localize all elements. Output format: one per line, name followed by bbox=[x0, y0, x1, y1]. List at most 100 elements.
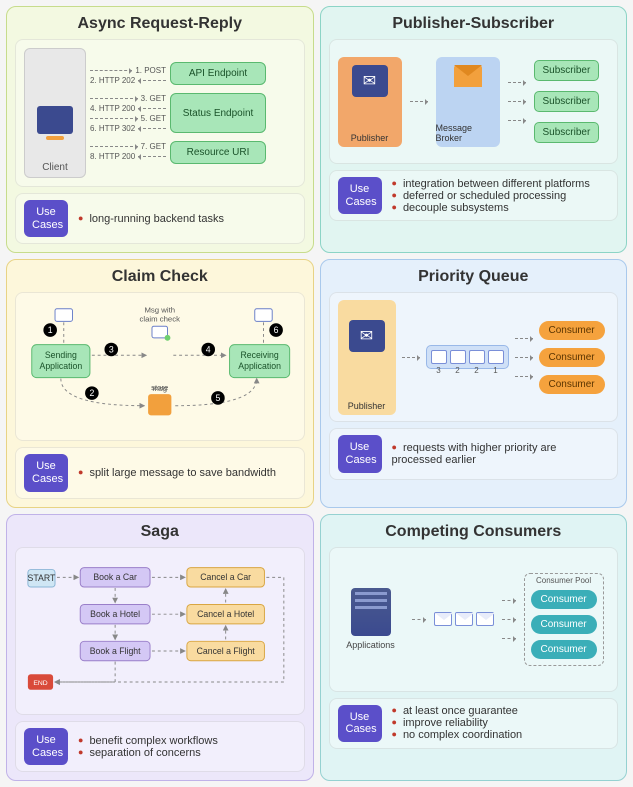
consumer-box: Consumer bbox=[531, 640, 597, 659]
saga-diagram: START END Book a Car Book a Hotel Book a… bbox=[24, 556, 295, 701]
panel-pubsub: Publisher-Subscriber ✉ Publisher Message… bbox=[320, 6, 628, 253]
use-cases-badge: UseCases bbox=[24, 454, 68, 491]
consumer-pool: Consumer Pool Consumer Consumer Consumer bbox=[524, 573, 604, 666]
svg-text:Application: Application bbox=[238, 361, 281, 371]
svg-text:Msg with: Msg with bbox=[144, 306, 175, 315]
fanout-lines bbox=[508, 82, 526, 121]
claim-diagram: Sending Application Receiving Applicatio… bbox=[24, 301, 295, 427]
use-cases: UseCases integration between different p… bbox=[329, 170, 619, 221]
endpoints: API Endpoint Status Endpoint Resource UR… bbox=[170, 62, 266, 164]
use-cases: UseCases long-running backend tasks bbox=[15, 193, 305, 244]
use-cases-list: integration between different platforms … bbox=[392, 178, 590, 214]
arrow-icon bbox=[412, 619, 426, 620]
use-cases-badge: UseCases bbox=[338, 435, 382, 472]
monitor-icon bbox=[37, 106, 73, 134]
priority-queue bbox=[426, 345, 509, 369]
svg-text:Receiving: Receiving bbox=[240, 350, 278, 360]
consumers: Consumer Consumer Consumer bbox=[539, 321, 605, 394]
panel-title: Async Request-Reply bbox=[15, 15, 305, 33]
svg-text:Cancel a Car: Cancel a Car bbox=[200, 572, 251, 582]
panel-claim: Claim Check Sending Application Receivin… bbox=[6, 259, 314, 507]
use-cases: UseCases at least once guarantee improve… bbox=[329, 698, 619, 749]
consumer-box: Consumer bbox=[539, 375, 605, 394]
svg-text:3: 3 bbox=[109, 345, 114, 355]
applications-box: Applications bbox=[338, 588, 404, 650]
claim-body: Sending Application Receiving Applicatio… bbox=[15, 292, 305, 441]
priority-body: ✉ Publisher Consumer Consumer Consumer bbox=[329, 292, 619, 422]
competing-body: Applications Consumer Pool Consumer Cons… bbox=[329, 547, 619, 692]
svg-text:2: 2 bbox=[89, 388, 94, 398]
consumer-box: Consumer bbox=[531, 615, 597, 634]
panel-async: Async Request-Reply Client 1. POST 2. HT… bbox=[6, 6, 314, 253]
fanout-lines bbox=[502, 600, 516, 639]
msg-icon bbox=[450, 350, 466, 364]
use-cases-list: split large message to save bandwidth bbox=[78, 467, 276, 479]
fanout-lines bbox=[515, 338, 533, 377]
use-cases-badge: UseCases bbox=[338, 177, 382, 214]
publisher-icon: ✉ bbox=[349, 320, 385, 352]
consumer-box: Consumer bbox=[539, 321, 605, 340]
svg-text:Cancel a Hotel: Cancel a Hotel bbox=[197, 609, 254, 619]
svg-text:Sending: Sending bbox=[45, 350, 77, 360]
status-endpoint: Status Endpoint bbox=[170, 93, 266, 133]
consumer-box: Consumer bbox=[539, 348, 605, 367]
api-endpoint: API Endpoint bbox=[170, 62, 266, 85]
svg-text:1: 1 bbox=[48, 325, 53, 335]
panel-title: Publisher-Subscriber bbox=[329, 15, 619, 33]
msg-icon bbox=[476, 612, 494, 626]
client-box: Client bbox=[24, 48, 86, 178]
resource-uri: Resource URI bbox=[170, 141, 266, 164]
msg-icon bbox=[455, 612, 473, 626]
server-icon bbox=[351, 588, 391, 636]
arrow-icon bbox=[410, 101, 428, 102]
publisher-icon: ✉ bbox=[352, 65, 388, 97]
svg-text:Cancel a Flight: Cancel a Flight bbox=[197, 646, 256, 656]
use-cases-badge: UseCases bbox=[24, 728, 68, 765]
msg-icon bbox=[488, 350, 504, 364]
subscriber-box: Subscriber bbox=[534, 91, 600, 112]
panel-competing: Competing Consumers Applications Consume… bbox=[320, 514, 628, 782]
svg-text:store: store bbox=[151, 383, 168, 392]
svg-text:Book a Flight: Book a Flight bbox=[90, 646, 141, 656]
svg-text:5: 5 bbox=[215, 393, 220, 403]
svg-text:claim check: claim check bbox=[140, 315, 181, 324]
subscriber-box: Subscriber bbox=[534, 60, 600, 81]
msg-queue bbox=[434, 612, 494, 626]
broker-box: Message Broker bbox=[436, 57, 500, 147]
panel-title: Priority Queue bbox=[329, 268, 619, 286]
svg-text:Book a Car: Book a Car bbox=[93, 572, 137, 582]
publisher-box: ✉ Publisher bbox=[338, 57, 402, 147]
svg-text:4: 4 bbox=[206, 345, 211, 355]
use-cases-list: requests with higher priority are proces… bbox=[392, 442, 610, 466]
panel-title: Claim Check bbox=[15, 268, 305, 286]
client-label: Client bbox=[42, 162, 68, 173]
pattern-grid: Async Request-Reply Client 1. POST 2. HT… bbox=[6, 6, 627, 781]
svg-text:6: 6 bbox=[274, 325, 279, 335]
saga-body: START END Book a Car Book a Hotel Book a… bbox=[15, 547, 305, 715]
use-cases-list: at least once guarantee improve reliabil… bbox=[392, 705, 523, 741]
msg-icon bbox=[431, 350, 447, 364]
publisher-box: ✉ Publisher bbox=[338, 300, 396, 415]
subscriber-box: Subscriber bbox=[534, 122, 600, 143]
panel-title: Competing Consumers bbox=[329, 523, 619, 541]
use-cases: UseCases requests with higher priority a… bbox=[329, 428, 619, 479]
use-cases-badge: UseCases bbox=[338, 705, 382, 742]
panel-saga: Saga START END Book a Car Book a Hotel B… bbox=[6, 514, 314, 782]
use-cases-badge: UseCases bbox=[24, 200, 68, 237]
async-body: Client 1. POST 2. HTTP 202 3. GET 4. HTT… bbox=[15, 39, 305, 187]
panel-priority: Priority Queue ✉ Publisher Consumer Cons… bbox=[320, 259, 628, 507]
use-cases: UseCases benefit complex workflows separ… bbox=[15, 721, 305, 772]
http-arrows: 1. POST 2. HTTP 202 3. GET 4. HTTP 200 5… bbox=[90, 66, 166, 161]
svg-text:START: START bbox=[28, 573, 56, 583]
subscribers: Subscriber Subscriber Subscriber bbox=[534, 60, 600, 143]
msg-icon bbox=[469, 350, 485, 364]
use-cases-list: long-running backend tasks bbox=[78, 213, 224, 225]
broker-icon bbox=[454, 65, 482, 87]
pubsub-body: ✉ Publisher Message Broker Subscriber Su… bbox=[329, 39, 619, 164]
panel-title: Saga bbox=[15, 523, 305, 541]
consumer-box: Consumer bbox=[531, 590, 597, 609]
use-cases-list: benefit complex workflows separation of … bbox=[78, 735, 218, 759]
use-cases: UseCases split large message to save ban… bbox=[15, 447, 305, 498]
msg-icon bbox=[434, 612, 452, 626]
svg-text:Application: Application bbox=[40, 361, 83, 371]
